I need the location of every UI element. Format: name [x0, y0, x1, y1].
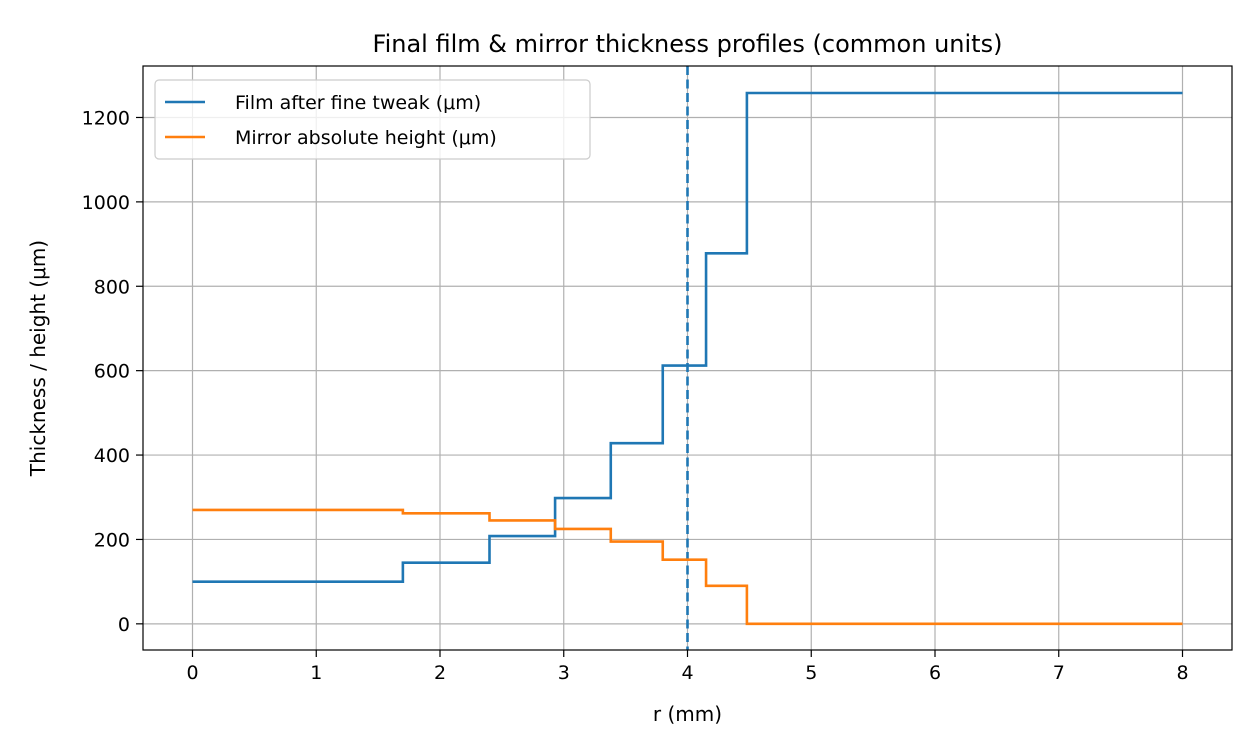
series-lines [192, 91, 1183, 626]
y-tick-label: 0 [118, 614, 130, 636]
y-tick-label: 600 [94, 361, 130, 383]
x-tick-label: 5 [805, 662, 817, 684]
legend-box [154, 79, 591, 160]
legend-label-1: Mirror absolute height (μm) [235, 127, 497, 149]
x-tick-label: 6 [929, 662, 941, 684]
y-axis-label: Thickness / height (μm) [26, 240, 50, 477]
ticks: 0 1 2 3 4 5 6 7 8 0 200 400 600 800 1000 1200 [82, 107, 1189, 684]
x-tick-label: 3 [558, 662, 570, 684]
series-line-0 [192, 91, 1183, 583]
x-tick-label: 7 [1053, 662, 1065, 684]
y-tick-label: 800 [94, 276, 130, 298]
x-tick-label: 0 [186, 662, 198, 684]
x-tick-label: 4 [681, 662, 693, 684]
x-tick-label: 2 [434, 662, 446, 684]
y-tick-label: 1200 [82, 107, 130, 129]
legend-label-0: Film after fine tweak (μm) [235, 92, 481, 114]
y-tick-label: 1000 [82, 192, 130, 214]
x-axis-label: r (mm) [653, 702, 722, 726]
y-tick-label: 200 [94, 529, 130, 551]
y-tick-label: 400 [94, 445, 130, 467]
legend: Film after fine tweak (μm) Mirror absolut… [154, 79, 591, 160]
chart-title: Final film & mirror thickness profiles (… [373, 30, 1003, 58]
x-tick-label: 1 [310, 662, 322, 684]
x-tick-label: 8 [1176, 662, 1188, 684]
series-line-1 [192, 508, 1183, 626]
